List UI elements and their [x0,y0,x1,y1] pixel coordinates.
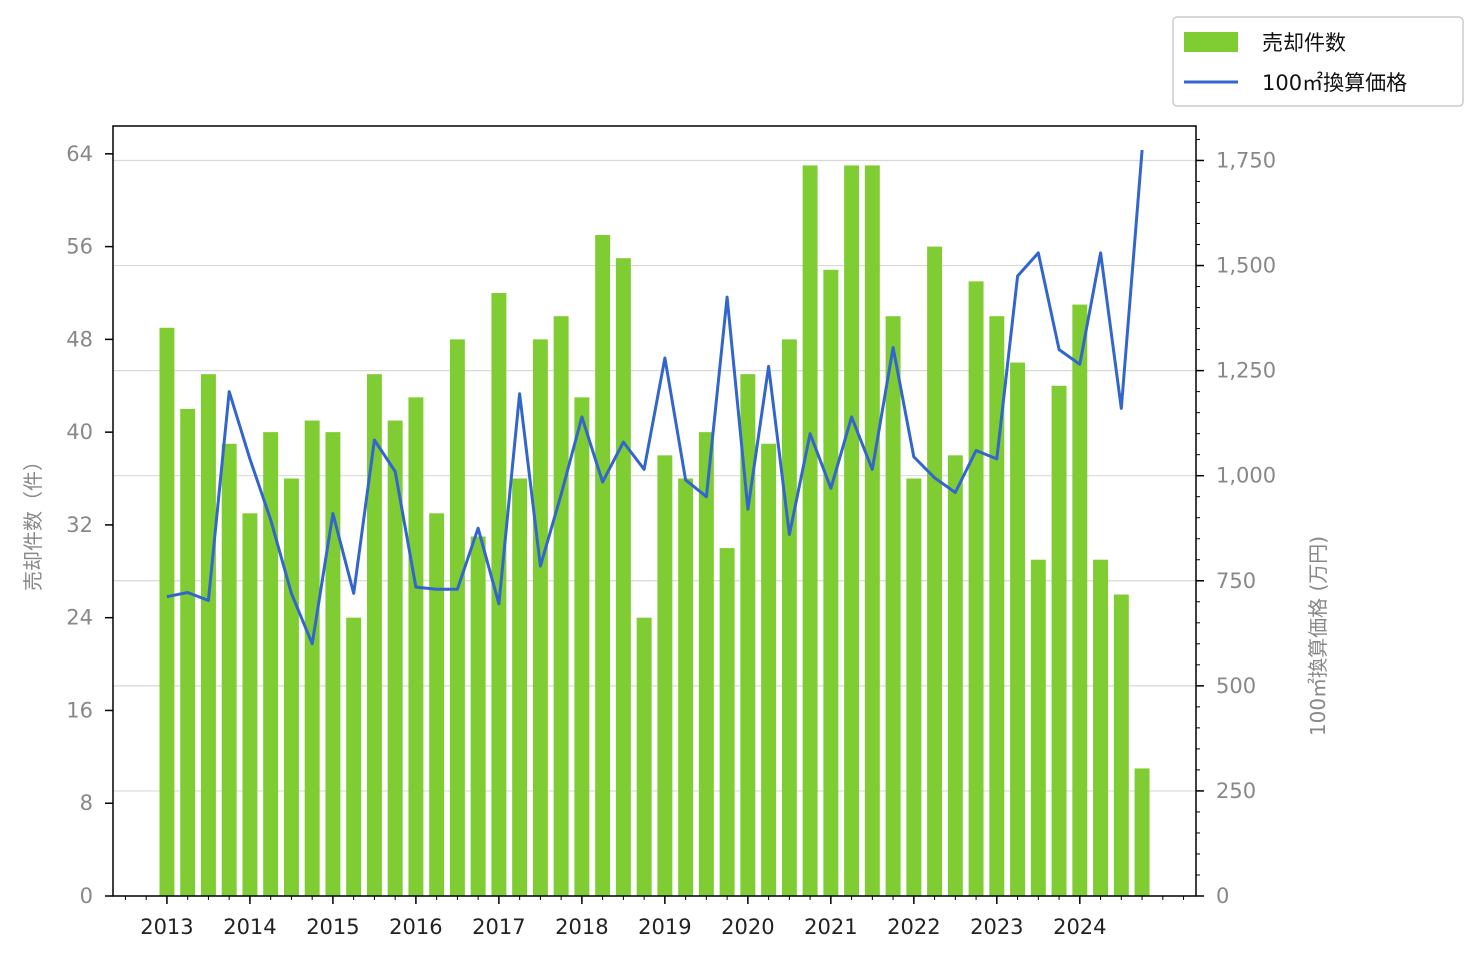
legend-bar-swatch [1184,32,1238,52]
bar [615,258,631,896]
left-tick-label: 64 [66,142,93,166]
line-series [166,149,1144,646]
x-tick-label: 2017 [472,915,525,939]
bar [968,281,984,896]
bar [283,478,299,896]
x-tick-label: 2015 [306,915,359,939]
bar [346,617,362,896]
bar [366,374,382,896]
right-axis-title: 100㎡換算価格 (万円) [1306,536,1330,736]
bar [864,165,880,896]
bar [906,478,922,896]
x-tick-label: 2024 [1053,915,1106,939]
bar [325,432,341,896]
plot-frame [112,125,1197,897]
bar [470,536,486,896]
left-axis-title: 売却件数（件） [21,451,45,591]
left-tick-label: 40 [66,420,93,444]
bar [1051,385,1067,896]
bar [159,327,175,896]
legend-bar-label: 売却件数 [1262,31,1346,55]
left-y-axis: 0 8 16 24 32 40 48 56 64 [66,142,113,908]
bar [449,339,465,896]
bar [553,316,569,896]
bar [408,397,424,896]
left-tick-label: 16 [66,698,93,722]
left-tick-label: 32 [66,513,93,537]
right-tick-label: 1,750 [1216,148,1276,172]
x-tick-label: 2016 [389,915,442,939]
left-tick-label: 56 [66,235,93,259]
bar [304,420,320,896]
bar [989,316,1005,896]
bar [574,397,590,896]
x-tick-label: 2013 [140,915,193,939]
bar [595,235,611,896]
bar [698,432,714,896]
bar-series [159,165,1150,897]
right-tick-label: 1,250 [1216,359,1276,383]
bar [180,408,196,896]
x-tick-label: 2018 [555,915,608,939]
x-tick-label: 2014 [223,915,276,939]
bar [429,513,445,896]
bar [532,339,548,896]
bar [802,165,818,896]
right-tick-label: 750 [1216,569,1256,593]
left-tick-label: 8 [80,791,93,815]
bar [1134,768,1150,896]
bar [242,513,258,896]
legend-line-label: 100㎡換算価格 [1262,71,1407,95]
right-tick-label: 1,500 [1216,254,1276,278]
x-tick-label: 2021 [804,915,857,939]
bar [657,455,673,896]
left-tick-label: 24 [66,606,93,630]
bar [844,165,860,896]
right-tick-label: 500 [1216,674,1256,698]
right-tick-label: 1,000 [1216,464,1276,488]
right-tick-label: 250 [1216,779,1256,803]
bar [1030,559,1046,896]
bar [823,269,839,896]
bar [512,478,528,896]
bar [1010,362,1026,896]
bar [719,548,735,896]
bar [263,432,279,896]
right-y-axis: 0 250 500 750 1,000 1,250 1,500 1,750 [1196,138,1276,908]
bar [927,246,943,896]
bar [947,455,963,896]
price-line [166,149,1144,646]
bar [1093,559,1109,896]
x-tick-label: 2022 [887,915,940,939]
bar [387,420,403,896]
left-tick-label: 0 [80,884,93,908]
left-tick-label: 48 [66,327,93,351]
bar [221,443,237,896]
bar [678,478,694,896]
bar [740,374,756,896]
bar [885,316,901,896]
bar [200,374,216,896]
bar [636,617,652,896]
legend: 売却件数 100㎡換算価格 [1172,16,1464,107]
x-axis: 2013 2014 2015 2016 2017 2018 2019 2020 2021 2022… [124,896,1185,939]
bar [1072,304,1088,896]
x-tick-label: 2019 [638,915,691,939]
bar [781,339,797,896]
x-tick-label: 2020 [721,915,774,939]
bar [761,443,777,896]
right-tick-label: 0 [1216,884,1229,908]
x-tick-label: 2023 [970,915,1023,939]
bar [1113,594,1129,896]
legend-frame [1172,16,1464,107]
